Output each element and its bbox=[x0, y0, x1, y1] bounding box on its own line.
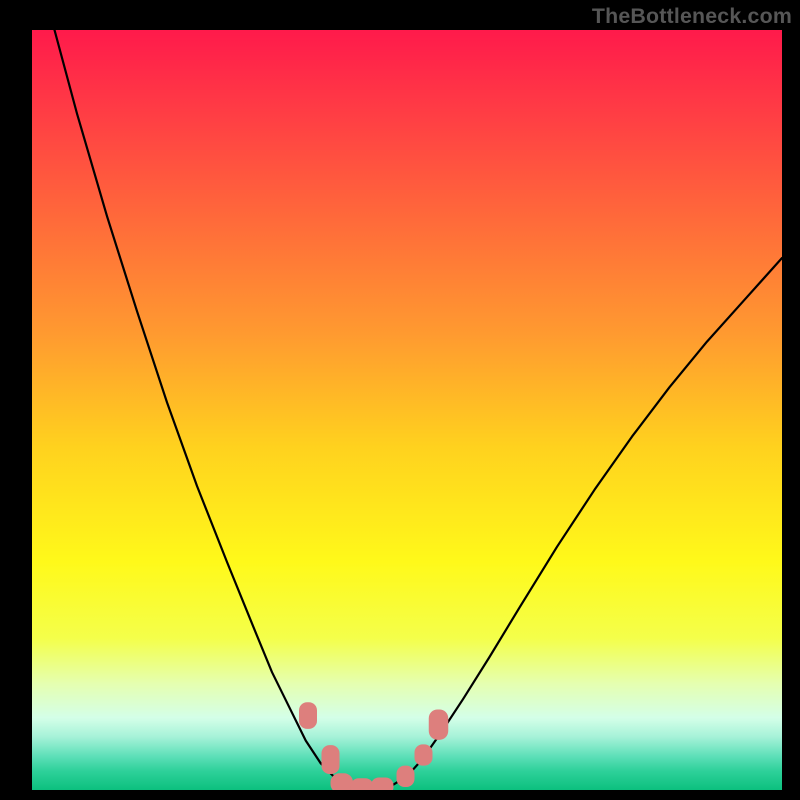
plot-gradient-background bbox=[32, 30, 782, 790]
chart-frame: TheBottleneck.com bbox=[0, 0, 800, 800]
plot-area bbox=[32, 30, 782, 790]
watermark-text: TheBottleneck.com bbox=[592, 4, 792, 29]
